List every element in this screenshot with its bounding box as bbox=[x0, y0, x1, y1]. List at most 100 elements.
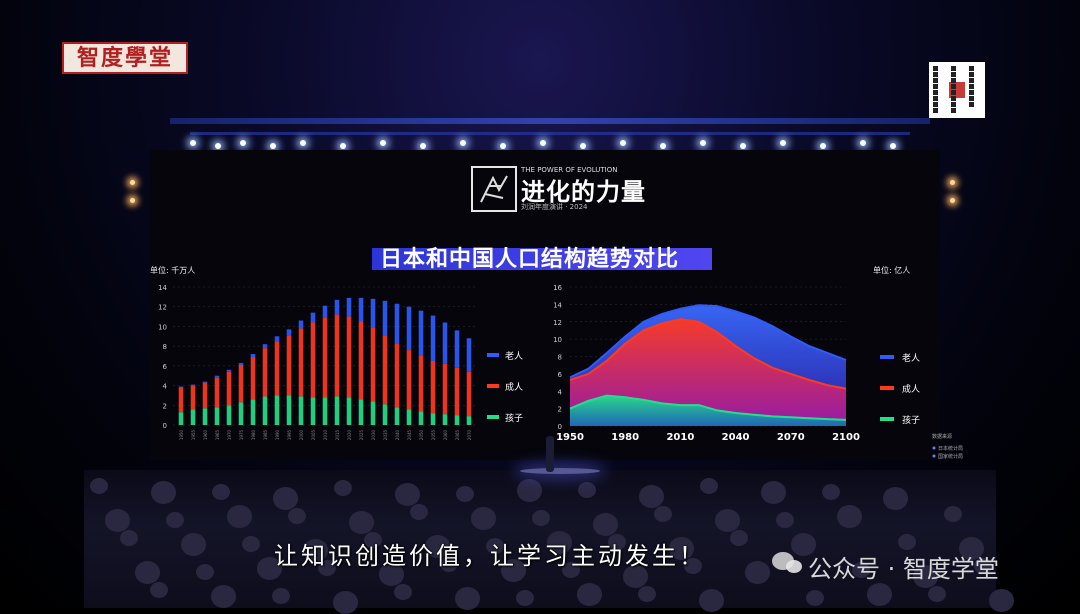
audience-head bbox=[196, 564, 214, 581]
event-logo-mark bbox=[471, 166, 517, 212]
bar-segment-成人 bbox=[430, 360, 436, 414]
bar-segment-孩子 bbox=[430, 413, 436, 425]
y-tick-label: 12 bbox=[553, 319, 562, 327]
qr-module bbox=[951, 96, 956, 101]
bar-segment-孩子 bbox=[466, 416, 472, 425]
x-tick-label: 1995 bbox=[287, 429, 292, 440]
audience-head bbox=[623, 565, 648, 588]
x-tick-label: 2040 bbox=[395, 429, 400, 440]
amber-light bbox=[130, 180, 135, 185]
bar-segment-成人 bbox=[250, 356, 256, 400]
bar-segment-成人 bbox=[418, 356, 424, 412]
audience-head bbox=[288, 508, 306, 525]
legend-swatch bbox=[880, 417, 894, 421]
stage-light bbox=[890, 143, 896, 149]
x-tick-label: 1970 bbox=[227, 429, 232, 440]
bar-segment-孩子 bbox=[370, 401, 376, 425]
brand-stamp-logo: 智度學堂 bbox=[62, 42, 188, 74]
x-tick-label: 2035 bbox=[383, 429, 388, 440]
x-tick-label: 2010 bbox=[666, 432, 694, 443]
bar-segment-老人 bbox=[226, 369, 232, 372]
stage-light bbox=[620, 140, 626, 146]
bar-segment-孩子 bbox=[250, 399, 256, 425]
audience-head bbox=[349, 511, 374, 534]
audience-head bbox=[776, 512, 794, 529]
audience-head bbox=[379, 563, 404, 586]
qr-module bbox=[933, 96, 938, 101]
audience-head bbox=[669, 537, 694, 560]
audience-head bbox=[394, 584, 412, 601]
bar-segment-老人 bbox=[274, 336, 280, 342]
audience-head bbox=[227, 505, 252, 528]
bar-segment-孩子 bbox=[214, 407, 220, 425]
audience-head bbox=[974, 558, 992, 575]
bar-segment-老人 bbox=[418, 310, 424, 356]
bar-segment-成人 bbox=[298, 328, 304, 397]
amber-light bbox=[950, 180, 955, 185]
bar-segment-成人 bbox=[454, 367, 460, 416]
x-tick-label: 1965 bbox=[215, 429, 220, 440]
audience-head bbox=[395, 483, 420, 506]
audience-head bbox=[273, 487, 298, 510]
legend-label: 孩子 bbox=[505, 412, 523, 424]
x-tick-label: 2025 bbox=[359, 429, 364, 440]
bar-segment-成人 bbox=[442, 363, 448, 415]
qr-module bbox=[933, 78, 938, 83]
y-tick-label: 2 bbox=[558, 406, 562, 414]
y-tick-label: 14 bbox=[553, 301, 562, 309]
qr-center-logo bbox=[947, 80, 967, 100]
bar-segment-成人 bbox=[274, 341, 280, 396]
source-bullet bbox=[932, 446, 936, 450]
bar-segment-成人 bbox=[214, 377, 220, 408]
audience-head bbox=[654, 506, 672, 523]
audience-head bbox=[898, 534, 916, 551]
stage-light bbox=[820, 143, 826, 149]
qr-module bbox=[951, 84, 956, 89]
bar-segment-成人 bbox=[466, 371, 472, 417]
audience-head bbox=[516, 590, 534, 607]
audience-head bbox=[257, 557, 282, 580]
audience-head bbox=[242, 536, 260, 553]
bar-segment-孩子 bbox=[298, 396, 304, 425]
x-tick-label: 2050 bbox=[419, 429, 424, 440]
source-label: 国家统计局 bbox=[938, 453, 963, 460]
x-tick-label: 1975 bbox=[239, 429, 244, 440]
slide-title-band bbox=[372, 248, 712, 270]
bar-segment-老人 bbox=[334, 299, 340, 315]
china-area-chart: 0 2 4 6 8 10 12 14 16 1950 1980 2010 2040 2070 2100 老人成… bbox=[553, 284, 963, 460]
bar-segment-老人 bbox=[178, 386, 184, 388]
qr-module bbox=[933, 102, 938, 107]
bar-segment-孩子 bbox=[274, 395, 280, 425]
audience-head bbox=[608, 534, 626, 551]
y-tick-label: 4 bbox=[163, 383, 168, 391]
bar-segment-老人 bbox=[322, 305, 328, 318]
event-logo-english: THE POWER OF EVOLUTION bbox=[521, 166, 618, 174]
bar-segment-老人 bbox=[466, 338, 472, 372]
stage-light bbox=[580, 143, 586, 149]
x-tick-label: 2070 bbox=[777, 432, 805, 443]
area-孩子 bbox=[570, 395, 846, 426]
audience-head bbox=[791, 533, 816, 556]
x-tick-label: 2100 bbox=[832, 432, 860, 443]
subtitle-caption: 让知识创造价值，让学习主动发生！ bbox=[274, 542, 706, 570]
bar-segment-孩子 bbox=[226, 405, 232, 425]
qr-module bbox=[969, 102, 974, 107]
bar-segment-成人 bbox=[238, 364, 244, 403]
audience-head bbox=[730, 530, 748, 547]
qr-module bbox=[933, 66, 938, 71]
japan-unit-label: 单位: 千万人 bbox=[150, 266, 196, 275]
y-tick-label: 0 bbox=[163, 422, 167, 430]
bar-segment-孩子 bbox=[322, 397, 328, 425]
legend-swatch bbox=[880, 355, 894, 359]
x-tick-label: 2010 bbox=[323, 429, 328, 440]
bar-segment-成人 bbox=[190, 385, 196, 410]
y-tick-label: 12 bbox=[158, 304, 167, 312]
bar-segment-老人 bbox=[358, 297, 364, 322]
audience-head bbox=[684, 558, 702, 575]
bar-segment-孩子 bbox=[202, 408, 208, 425]
bar-segment-成人 bbox=[394, 343, 400, 408]
speaker-figure bbox=[546, 436, 554, 472]
bar-segment-老人 bbox=[346, 297, 352, 317]
lighting-truss bbox=[170, 118, 930, 124]
legend-label: 孩子 bbox=[902, 414, 920, 426]
